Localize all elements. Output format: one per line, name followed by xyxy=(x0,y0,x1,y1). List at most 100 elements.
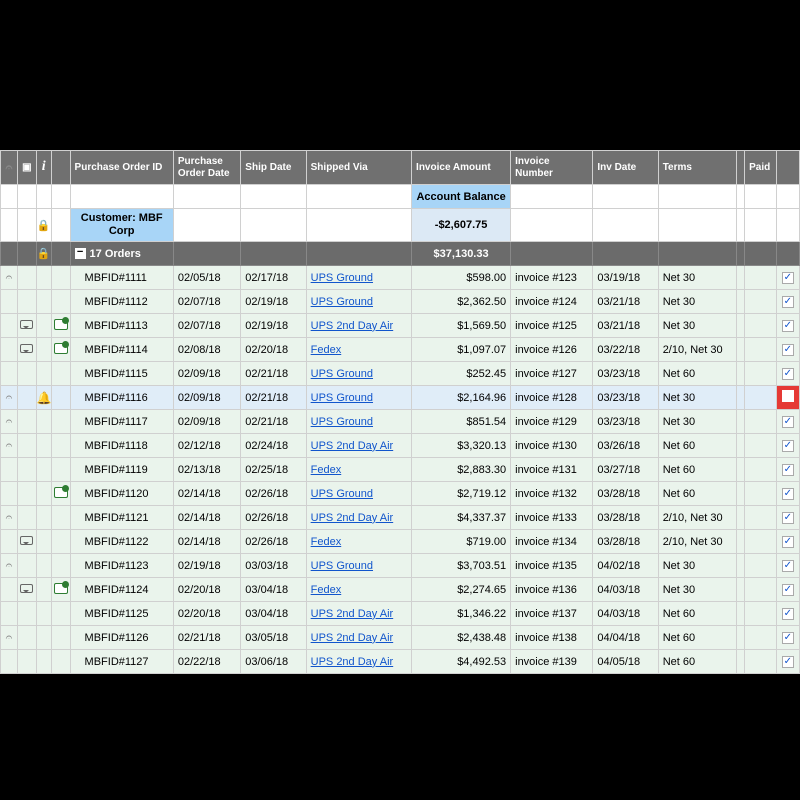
po-id[interactable]: MBFID#1117 xyxy=(70,410,173,434)
paid-checkbox-cell[interactable]: ✓ xyxy=(776,434,799,458)
checkbox-icon[interactable]: ✓ xyxy=(782,536,794,548)
checkbox-icon[interactable]: ✓ xyxy=(782,440,794,452)
checkbox-icon[interactable]: ✓ xyxy=(782,512,794,524)
po-id[interactable]: MBFID#1112 xyxy=(70,290,173,314)
flag-cell[interactable] xyxy=(51,578,70,602)
checkbox-icon[interactable] xyxy=(782,390,794,402)
shipped-via[interactable]: UPS Ground xyxy=(306,290,411,314)
shipped-via[interactable]: UPS 2nd Day Air xyxy=(306,602,411,626)
carrier-link[interactable]: UPS Ground xyxy=(311,392,373,404)
po-id[interactable]: MBFID#1127 xyxy=(70,650,173,674)
shipped-via[interactable]: UPS 2nd Day Air xyxy=(306,434,411,458)
paid-checkbox-cell[interactable]: ✓ xyxy=(776,506,799,530)
carrier-link[interactable]: UPS 2nd Day Air xyxy=(311,512,394,524)
carrier-link[interactable]: UPS 2nd Day Air xyxy=(311,440,394,452)
col-header-info[interactable]: i xyxy=(36,151,51,185)
col-header-paid[interactable] xyxy=(776,151,799,185)
paid-checkbox-cell[interactable]: ✓ xyxy=(776,626,799,650)
checkbox-icon[interactable]: ✓ xyxy=(782,464,794,476)
shipped-via[interactable]: UPS 2nd Day Air xyxy=(306,650,411,674)
carrier-link[interactable]: Fedex xyxy=(311,584,342,596)
shipped-via[interactable]: UPS 2nd Day Air xyxy=(306,626,411,650)
po-id[interactable]: MBFID#1113 xyxy=(70,314,173,338)
checkbox-icon[interactable]: ✓ xyxy=(782,608,794,620)
shipped-via[interactable]: UPS 2nd Day Air xyxy=(306,314,411,338)
po-id[interactable]: MBFID#1122 xyxy=(70,530,173,554)
attachment-cell[interactable]: 𝄐 xyxy=(1,434,18,458)
paid-checkbox-cell[interactable]: ✓ xyxy=(776,602,799,626)
collapse-icon[interactable]: − xyxy=(75,248,86,259)
paid-checkbox-cell[interactable]: ✓ xyxy=(776,482,799,506)
paid-checkbox-cell[interactable]: ✓ xyxy=(776,650,799,674)
checkbox-icon[interactable]: ✓ xyxy=(782,584,794,596)
po-id[interactable]: MBFID#1118 xyxy=(70,434,173,458)
po-id[interactable]: MBFID#1116 xyxy=(70,386,173,410)
carrier-link[interactable]: UPS Ground xyxy=(311,296,373,308)
col-header-invoice_number[interactable]: Invoice Number xyxy=(511,151,593,185)
po-id[interactable]: MBFID#1120 xyxy=(70,482,173,506)
po-id[interactable]: MBFID#1114 xyxy=(70,338,173,362)
shipped-via[interactable]: UPS Ground xyxy=(306,554,411,578)
attachment-cell[interactable]: 𝄐 xyxy=(1,386,18,410)
shipped-via[interactable]: UPS Ground xyxy=(306,362,411,386)
flag-cell[interactable] xyxy=(51,338,70,362)
attachment-cell[interactable]: 𝄐 xyxy=(1,506,18,530)
checkbox-icon[interactable]: ✓ xyxy=(782,320,794,332)
shipped-via[interactable]: Fedex xyxy=(306,530,411,554)
carrier-link[interactable]: UPS 2nd Day Air xyxy=(311,656,394,668)
col-header-po_id[interactable]: Purchase Order ID xyxy=(70,151,173,185)
paid-checkbox-cell[interactable]: ✓ xyxy=(776,554,799,578)
carrier-link[interactable]: UPS Ground xyxy=(311,368,373,380)
carrier-link[interactable]: UPS Ground xyxy=(311,488,373,500)
col-header-spacer[interactable] xyxy=(736,151,744,185)
shipped-via[interactable]: UPS 2nd Day Air xyxy=(306,506,411,530)
checkbox-icon[interactable]: ✓ xyxy=(782,272,794,284)
shipped-via[interactable]: UPS Ground xyxy=(306,266,411,290)
checkbox-icon[interactable]: ✓ xyxy=(782,632,794,644)
shipped-via[interactable]: UPS Ground xyxy=(306,410,411,434)
paid-checkbox-cell[interactable]: ✓ xyxy=(776,362,799,386)
col-header-attach[interactable]: 𝄐 xyxy=(1,151,18,185)
comment-cell[interactable] xyxy=(17,338,36,362)
checkbox-icon[interactable]: ✓ xyxy=(782,416,794,428)
carrier-link[interactable]: UPS Ground xyxy=(311,272,373,284)
col-header-ship_date[interactable]: Ship Date xyxy=(241,151,306,185)
comment-cell[interactable] xyxy=(17,314,36,338)
shipped-via[interactable]: Fedex xyxy=(306,578,411,602)
col-header-inv_date[interactable]: Inv Date xyxy=(593,151,658,185)
carrier-link[interactable]: Fedex xyxy=(311,536,342,548)
info-cell[interactable]: 🔔 xyxy=(36,386,51,410)
carrier-link[interactable]: Fedex xyxy=(311,344,342,356)
paid-checkbox-cell[interactable]: ✓ xyxy=(776,290,799,314)
carrier-link[interactable]: UPS Ground xyxy=(311,416,373,428)
checkbox-icon[interactable]: ✓ xyxy=(782,296,794,308)
group-toggle-cell[interactable]: −17 Orders xyxy=(70,242,173,266)
shipped-via[interactable]: Fedex xyxy=(306,458,411,482)
carrier-link[interactable]: Fedex xyxy=(311,464,342,476)
col-header-comment[interactable]: ▣ xyxy=(17,151,36,185)
shipped-via[interactable]: Fedex xyxy=(306,338,411,362)
po-id[interactable]: MBFID#1123 xyxy=(70,554,173,578)
comment-cell[interactable] xyxy=(17,530,36,554)
carrier-link[interactable]: UPS 2nd Day Air xyxy=(311,608,394,620)
po-id[interactable]: MBFID#1126 xyxy=(70,626,173,650)
attachment-cell[interactable]: 𝄐 xyxy=(1,266,18,290)
paid-checkbox-cell[interactable]: ✓ xyxy=(776,530,799,554)
attachment-cell[interactable]: 𝄐 xyxy=(1,626,18,650)
comment-cell[interactable] xyxy=(17,578,36,602)
col-header-shipped_via[interactable]: Shipped Via xyxy=(306,151,411,185)
paid-checkbox-cell[interactable]: ✓ xyxy=(776,266,799,290)
shipped-via[interactable]: UPS Ground xyxy=(306,482,411,506)
checkbox-icon[interactable]: ✓ xyxy=(782,656,794,668)
col-header-paid_label[interactable]: Paid xyxy=(745,151,777,185)
po-id[interactable]: MBFID#1125 xyxy=(70,602,173,626)
po-id[interactable]: MBFID#1111 xyxy=(70,266,173,290)
paid-checkbox-cell[interactable]: ✓ xyxy=(776,314,799,338)
attachment-cell[interactable]: 𝄐 xyxy=(1,554,18,578)
col-header-invoice_amount[interactable]: Invoice Amount xyxy=(412,151,511,185)
attachment-cell[interactable]: 𝄐 xyxy=(1,410,18,434)
checkbox-icon[interactable]: ✓ xyxy=(782,488,794,500)
flag-cell[interactable] xyxy=(51,314,70,338)
shipped-via[interactable]: UPS Ground xyxy=(306,386,411,410)
carrier-link[interactable]: UPS 2nd Day Air xyxy=(311,632,394,644)
